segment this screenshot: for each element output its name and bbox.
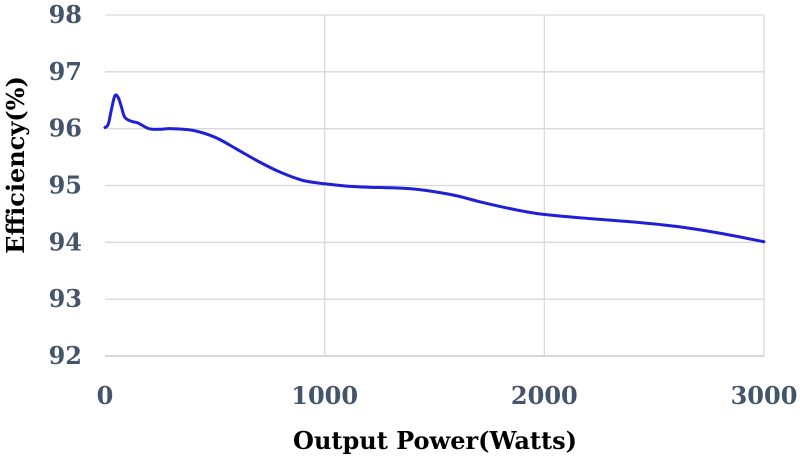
y-tick-label: 98 [49, 0, 82, 29]
y-tick-label: 95 [49, 171, 82, 200]
y-tick-label: 93 [49, 284, 82, 313]
efficiency-series-line [103, 93, 766, 244]
y-axis-title: Efficiency(%) [1, 76, 30, 254]
y-tick-label: 92 [49, 341, 82, 370]
x-axis-title: Output Power(Watts) [293, 426, 577, 455]
y-tick-label: 97 [49, 57, 82, 86]
x-tick-label: 1000 [291, 381, 358, 410]
x-tick-label: 2000 [511, 381, 578, 410]
x-tick-label: 0 [97, 381, 114, 410]
tick-labels: 92 93 94 95 96 97 98 0 1000 2000 3000 [49, 0, 798, 410]
y-tick-label: 94 [49, 227, 82, 256]
x-tick-label: 3000 [731, 381, 798, 410]
series [103, 93, 766, 244]
y-tick-label: 96 [49, 114, 82, 143]
grid [105, 14, 765, 357]
